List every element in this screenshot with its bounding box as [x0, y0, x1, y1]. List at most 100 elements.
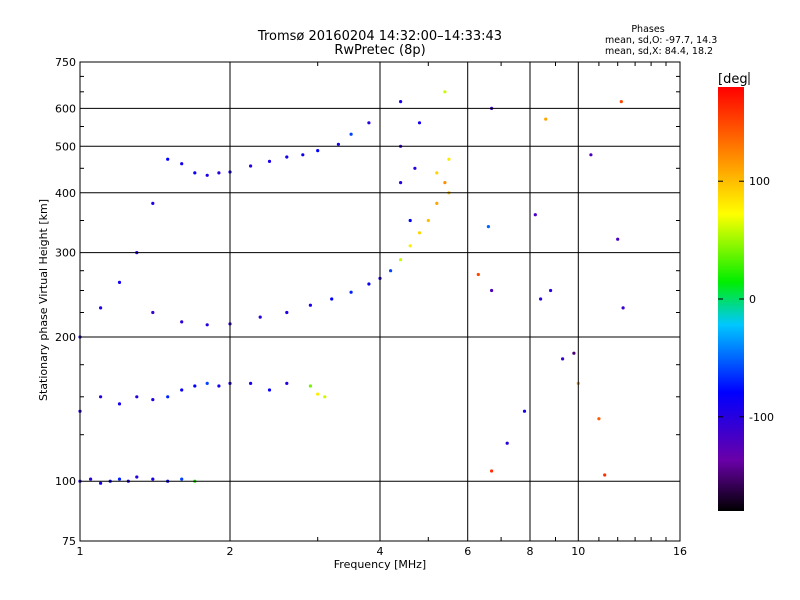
- y-tick-label: 500: [55, 140, 76, 153]
- data-point: [249, 164, 253, 168]
- grid-lines: [80, 62, 680, 541]
- data-point: [166, 157, 170, 161]
- data-point: [151, 398, 155, 402]
- data-point: [205, 381, 209, 385]
- phases-o-stats: mean, sd,O: -97.7, 14.3: [605, 35, 717, 46]
- data-point: [426, 218, 430, 223]
- data-point: [603, 473, 607, 477]
- colorbar-unit-label: [deg: [718, 72, 748, 87]
- data-point: [349, 290, 353, 294]
- y-tick-label: 750: [55, 56, 76, 69]
- data-point: [443, 90, 447, 94]
- data-point: [486, 225, 490, 229]
- data-point: [399, 100, 403, 104]
- y-tick-label: 200: [55, 331, 76, 344]
- data-point: [285, 310, 289, 315]
- data-point: [544, 117, 548, 121]
- data-point: [308, 384, 312, 388]
- x-tick-labels: 1 2 4 6 8 10 16: [77, 545, 688, 558]
- data-point: [597, 417, 601, 421]
- data-point: [249, 381, 253, 385]
- x-tick-label: 1: [77, 545, 84, 558]
- data-point: [443, 181, 447, 185]
- data-point: [323, 395, 327, 399]
- data-point: [205, 173, 209, 177]
- data-point: [561, 357, 565, 361]
- colorbar-tick-label: 100: [749, 175, 770, 188]
- data-point: [417, 231, 422, 235]
- data-point: [490, 288, 494, 293]
- data-point: [180, 477, 184, 481]
- data-point: [621, 306, 625, 310]
- y-axis-label: Stationary phase Virtual Height [km]: [37, 199, 50, 401]
- y-tick-label: 600: [55, 102, 76, 115]
- data-point: [117, 280, 122, 284]
- x-tick-label: 8: [527, 545, 534, 558]
- data-point: [193, 171, 197, 175]
- data-point: [180, 320, 184, 324]
- data-point: [522, 409, 527, 413]
- colorbar-tick-label: -100: [749, 411, 774, 424]
- x-tick-label: 2: [227, 545, 234, 558]
- data-point: [301, 153, 305, 157]
- x-tick-label: 4: [377, 545, 384, 558]
- data-point: [619, 100, 623, 104]
- data-point: [435, 201, 439, 205]
- data-point: [589, 153, 593, 157]
- x-tick-label: 6: [464, 545, 471, 558]
- data-point: [539, 297, 543, 301]
- data-point: [267, 159, 272, 163]
- data-point: [389, 269, 393, 273]
- x-tick-label: 16: [673, 545, 687, 558]
- data-point: [135, 475, 139, 479]
- data-point: [151, 310, 155, 315]
- phases-x-stats: mean, sd,X: 84.4, 18.2: [605, 46, 713, 57]
- phases-heading: Phases: [631, 24, 664, 35]
- data-point: [180, 162, 184, 166]
- data-point: [117, 477, 122, 481]
- data-point: [349, 132, 353, 136]
- data-point: [117, 402, 122, 406]
- y-tick-label: 75: [62, 535, 76, 548]
- x-axis-label: Frequency [MHz]: [334, 558, 426, 571]
- data-point: [435, 171, 439, 175]
- y-tick-label: 400: [55, 187, 76, 200]
- plot-frame: [79, 61, 681, 542]
- data-point: [408, 244, 412, 248]
- data-point: [417, 121, 422, 125]
- chart-title: Tromsø 20160204 14:32:00–14:33:43: [257, 29, 502, 44]
- data-point: [193, 384, 197, 388]
- colorbar-tick-label: 0: [749, 293, 756, 306]
- y-tick-label: 100: [55, 475, 76, 488]
- y-tick-labels: 75 100 200 300 400 500 600 750: [55, 56, 76, 548]
- data-point: [151, 201, 155, 205]
- data-point: [151, 477, 155, 481]
- data-point: [476, 272, 480, 277]
- data-point: [135, 395, 139, 399]
- data-points: [78, 90, 625, 485]
- data-point: [399, 181, 403, 185]
- data-point: [285, 155, 289, 159]
- data-point: [267, 388, 272, 392]
- x-tick-label: 10: [571, 545, 585, 558]
- data-point: [447, 157, 451, 161]
- data-point: [408, 218, 412, 223]
- data-point: [336, 142, 340, 146]
- data-point: [99, 395, 103, 399]
- data-point: [533, 213, 537, 217]
- data-point: [413, 166, 417, 170]
- data-point: [205, 323, 209, 327]
- data-point: [549, 288, 553, 293]
- data-point: [316, 149, 320, 153]
- data-point: [217, 171, 221, 175]
- data-point: [505, 441, 509, 445]
- data-point: [490, 469, 494, 473]
- data-point: [217, 384, 221, 388]
- chart-subtitle: RwPretec (8p): [334, 43, 425, 58]
- data-point: [285, 381, 289, 385]
- y-tick-label: 300: [55, 247, 76, 260]
- data-point: [99, 481, 103, 485]
- data-point: [180, 388, 184, 392]
- data-point: [89, 477, 93, 481]
